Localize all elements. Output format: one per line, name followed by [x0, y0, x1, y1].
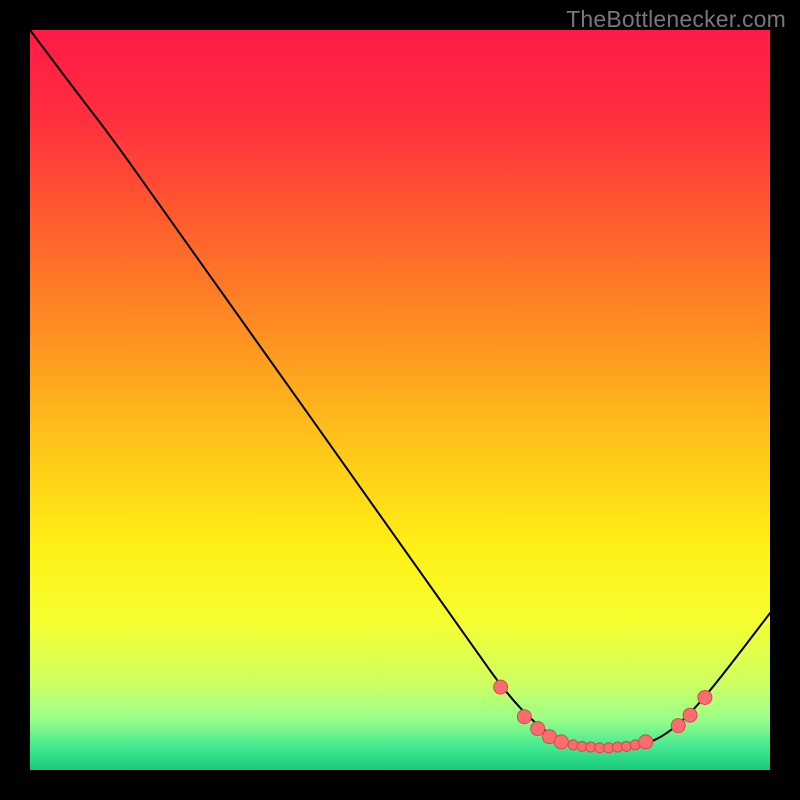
watermark-text: TheBottlenecker.com — [566, 6, 786, 33]
marker-dot — [621, 741, 631, 751]
chart-svg — [30, 30, 770, 770]
marker-dot — [517, 710, 531, 724]
marker-dot — [554, 735, 568, 749]
marker-group — [494, 680, 712, 753]
marker-dot — [494, 680, 508, 694]
marker-dot — [531, 722, 545, 736]
plot-area — [30, 30, 770, 770]
marker-dot — [698, 690, 712, 704]
marker-dot — [671, 719, 685, 733]
marker-dot — [683, 708, 697, 722]
marker-dot — [639, 735, 653, 749]
marker-dot — [568, 740, 578, 750]
bottleneck-curve — [30, 30, 770, 748]
